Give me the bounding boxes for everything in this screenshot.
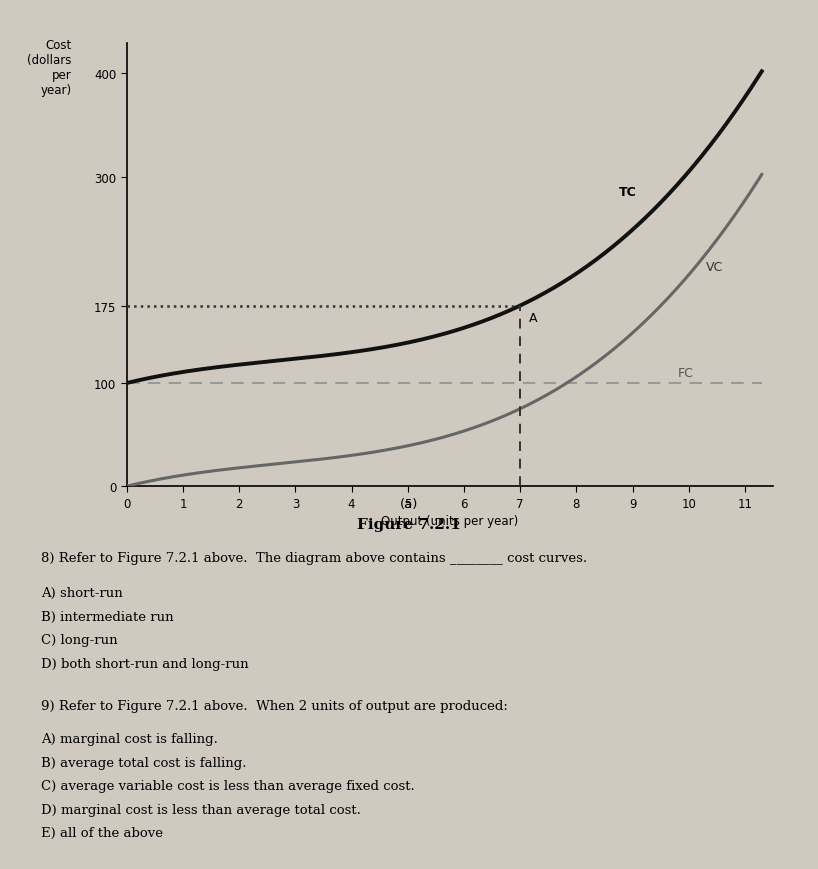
Text: C) average variable cost is less than average fixed cost.: C) average variable cost is less than av…: [41, 779, 415, 793]
Text: VC: VC: [706, 261, 723, 273]
Text: E) all of the above: E) all of the above: [41, 826, 163, 839]
Text: A) short-run: A) short-run: [41, 587, 123, 600]
X-axis label: Output (units per year): Output (units per year): [381, 514, 519, 527]
Text: TC: TC: [618, 186, 636, 199]
Text: 9) Refer to Figure 7.2.1 above.  When 2 units of output are produced:: 9) Refer to Figure 7.2.1 above. When 2 u…: [41, 700, 508, 713]
Text: D) both short-run and long-run: D) both short-run and long-run: [41, 657, 249, 670]
Y-axis label: Cost
(dollars
per
year): Cost (dollars per year): [28, 39, 72, 97]
Text: A: A: [528, 312, 537, 325]
Text: 8) Refer to Figure 7.2.1 above.  The diagram above contains ________ cost curves: 8) Refer to Figure 7.2.1 above. The diag…: [41, 552, 587, 565]
Text: B) intermediate run: B) intermediate run: [41, 610, 173, 623]
Text: FC: FC: [677, 367, 694, 380]
Text: C) long-run: C) long-run: [41, 634, 118, 647]
Text: (a): (a): [400, 498, 418, 510]
Text: A) marginal cost is falling.: A) marginal cost is falling.: [41, 733, 218, 746]
Text: B) average total cost is falling.: B) average total cost is falling.: [41, 756, 246, 769]
Text: Figure 7.2.1: Figure 7.2.1: [357, 517, 461, 531]
Text: D) marginal cost is less than average total cost.: D) marginal cost is less than average to…: [41, 803, 361, 816]
